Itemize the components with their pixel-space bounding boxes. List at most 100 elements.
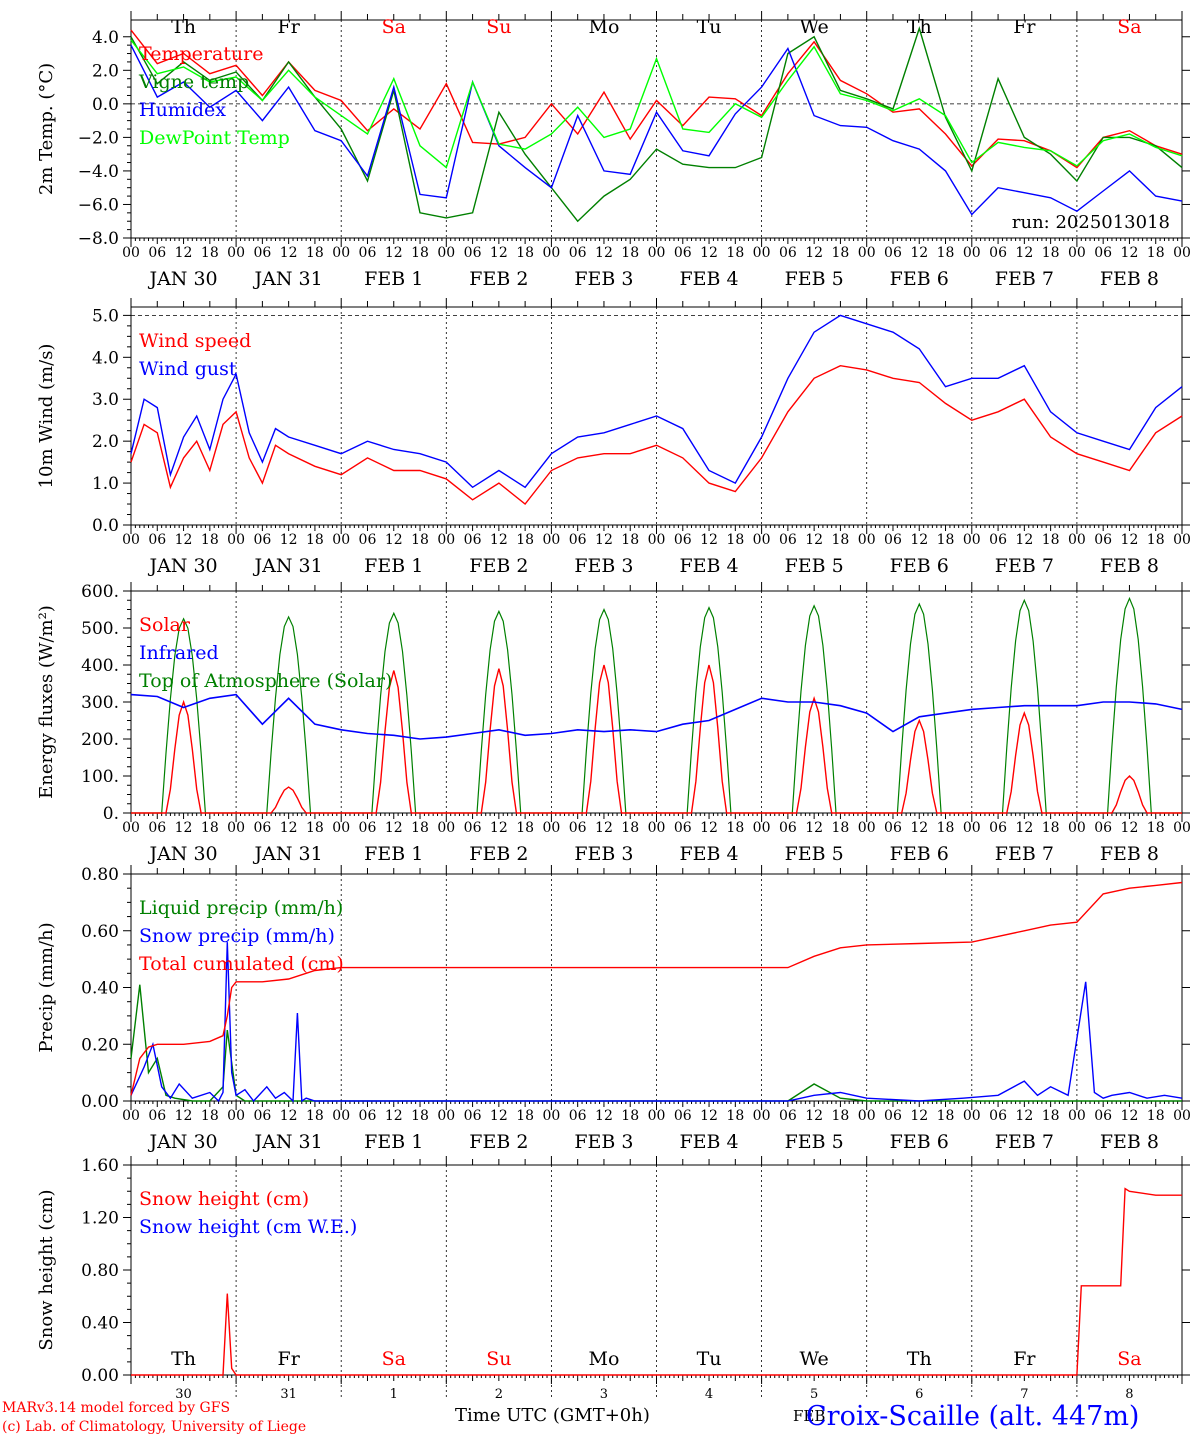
x-day-label: FEB 4 [679,555,738,577]
x-day-label: FEB 5 [785,268,844,290]
y-tick-label: −6.0 [78,195,119,215]
x-hour-label: 00 [227,532,245,548]
y-tick-label: 4.0 [92,348,119,368]
x-hour-label: 06 [989,1108,1007,1124]
x-hour-label: 12 [595,245,613,261]
weekday-label: Mo [588,1348,619,1370]
x-hour-label: 12 [280,245,298,261]
panel-temp [123,11,1190,247]
weekday-label: Tu [697,1348,722,1370]
x-day-number: 31 [280,1387,297,1402]
x-hour-label: 06 [253,245,271,261]
x-day-label: FEB 6 [890,268,949,290]
y-tick-label: 1.0 [92,474,119,494]
x-day-label: JAN 30 [147,268,217,290]
weekday-label: Su [486,16,511,38]
x-hour-label: 06 [464,532,482,548]
x-hour-label: 00 [227,820,245,836]
x-day-number: 2 [495,1387,503,1402]
x-day-label: FEB 4 [679,843,738,865]
x-hour-label: 00 [1068,532,1086,548]
x-hour-label: 12 [490,820,508,836]
y-tick-label: 2.0 [92,432,119,452]
x-hour-label: 18 [726,245,744,261]
y-tick-label: 0. [103,804,119,824]
x-hour-label: 00 [1173,245,1191,261]
x-day-label: FEB 5 [785,1131,844,1153]
y-tick-label: 0.00 [81,1366,119,1386]
x-hour-label: 06 [359,532,377,548]
x-day-label: FEB 1 [364,1131,423,1153]
y-tick-label: −4.0 [78,162,119,182]
x-hour-label: 00 [1068,820,1086,836]
x-hour-label: 00 [753,820,771,836]
x-hour-label: 12 [910,245,928,261]
x-hour-label: 06 [989,245,1007,261]
credit-line-1: MARv3.14 model forced by GFS [2,1400,231,1416]
x-day-label: FEB 2 [469,268,528,290]
y-tick-label: 5.0 [92,306,119,326]
x-hour-label: 18 [1042,532,1060,548]
weekday-label: Sa [382,16,406,38]
y-tick-label: 0.20 [81,1035,119,1055]
x-day-label: FEB 3 [574,1131,633,1153]
y-tick-label: −2.0 [78,128,119,148]
weekday-label: Tu [697,16,722,38]
legend-entry: Liquid precip (mm/h) [139,897,343,919]
x-hour-label: 12 [595,1108,613,1124]
x-hour-label: 12 [805,1108,823,1124]
x-hour-label: 00 [963,245,981,261]
x-hour-label: 00 [332,532,350,548]
x-hour-label: 12 [910,820,928,836]
x-hour-label: 06 [779,245,797,261]
y-axis-label: Precip (mm/h) [36,922,57,1052]
series-temperature [130,29,1183,169]
y-axis-label: Snow height (cm) [36,1189,57,1350]
legend-entry: Snow precip (mm/h) [139,925,335,947]
x-hour-label: 18 [1042,1108,1060,1124]
weekday-label: Th [171,1348,196,1370]
x-day-label: FEB 5 [785,555,844,577]
legend-entry: Total cumulated (cm) [139,953,344,975]
x-hour-label: 06 [359,820,377,836]
x-day-number: 6 [915,1387,923,1402]
x-hour-label: 12 [595,532,613,548]
weekday-label: We [800,1348,829,1370]
x-day-label: FEB 7 [995,1131,1054,1153]
x-hour-label: 06 [253,532,271,548]
x-hour-label: 18 [937,245,955,261]
x-hour-label: 18 [1147,245,1165,261]
run-annotation: run: 2025013018 [1012,212,1170,233]
x-hour-label: 12 [1015,245,1033,261]
x-hour-label: 12 [1121,245,1139,261]
month-label: FEB [793,1407,826,1425]
x-hour-label: 18 [201,820,219,836]
x-hour-label: 18 [516,820,534,836]
x-day-label: FEB 8 [1100,268,1159,290]
x-hour-label: 18 [832,1108,850,1124]
x-hour-label: 18 [1042,245,1060,261]
x-day-label: FEB 1 [364,843,423,865]
x-hour-label: 12 [280,820,298,836]
x-hour-label: 12 [175,1108,193,1124]
x-day-number: 3 [600,1387,608,1402]
y-tick-label: 300. [81,693,119,713]
x-day-number: 5 [810,1387,818,1402]
y-tick-label: 0.60 [81,922,119,942]
x-hour-label: 12 [700,1108,718,1124]
x-hour-label: 06 [779,820,797,836]
x-hour-label: 06 [464,245,482,261]
x-hour-label: 00 [858,1108,876,1124]
x-hour-label: 00 [1068,1108,1086,1124]
weekday-label: We [800,16,829,38]
x-hour-label: 18 [306,245,324,261]
x-hour-label: 00 [437,1108,455,1124]
legend-entry: Vigne temp [138,71,249,93]
x-hour-label: 00 [1068,245,1086,261]
series-liquid-precip-mm-h- [130,984,1182,1102]
x-hour-label: 00 [332,1108,350,1124]
x-day-label: FEB 8 [1100,1131,1159,1153]
x-hour-label: 06 [359,1108,377,1124]
x-hour-label: 18 [516,245,534,261]
x-hour-label: 00 [858,245,876,261]
